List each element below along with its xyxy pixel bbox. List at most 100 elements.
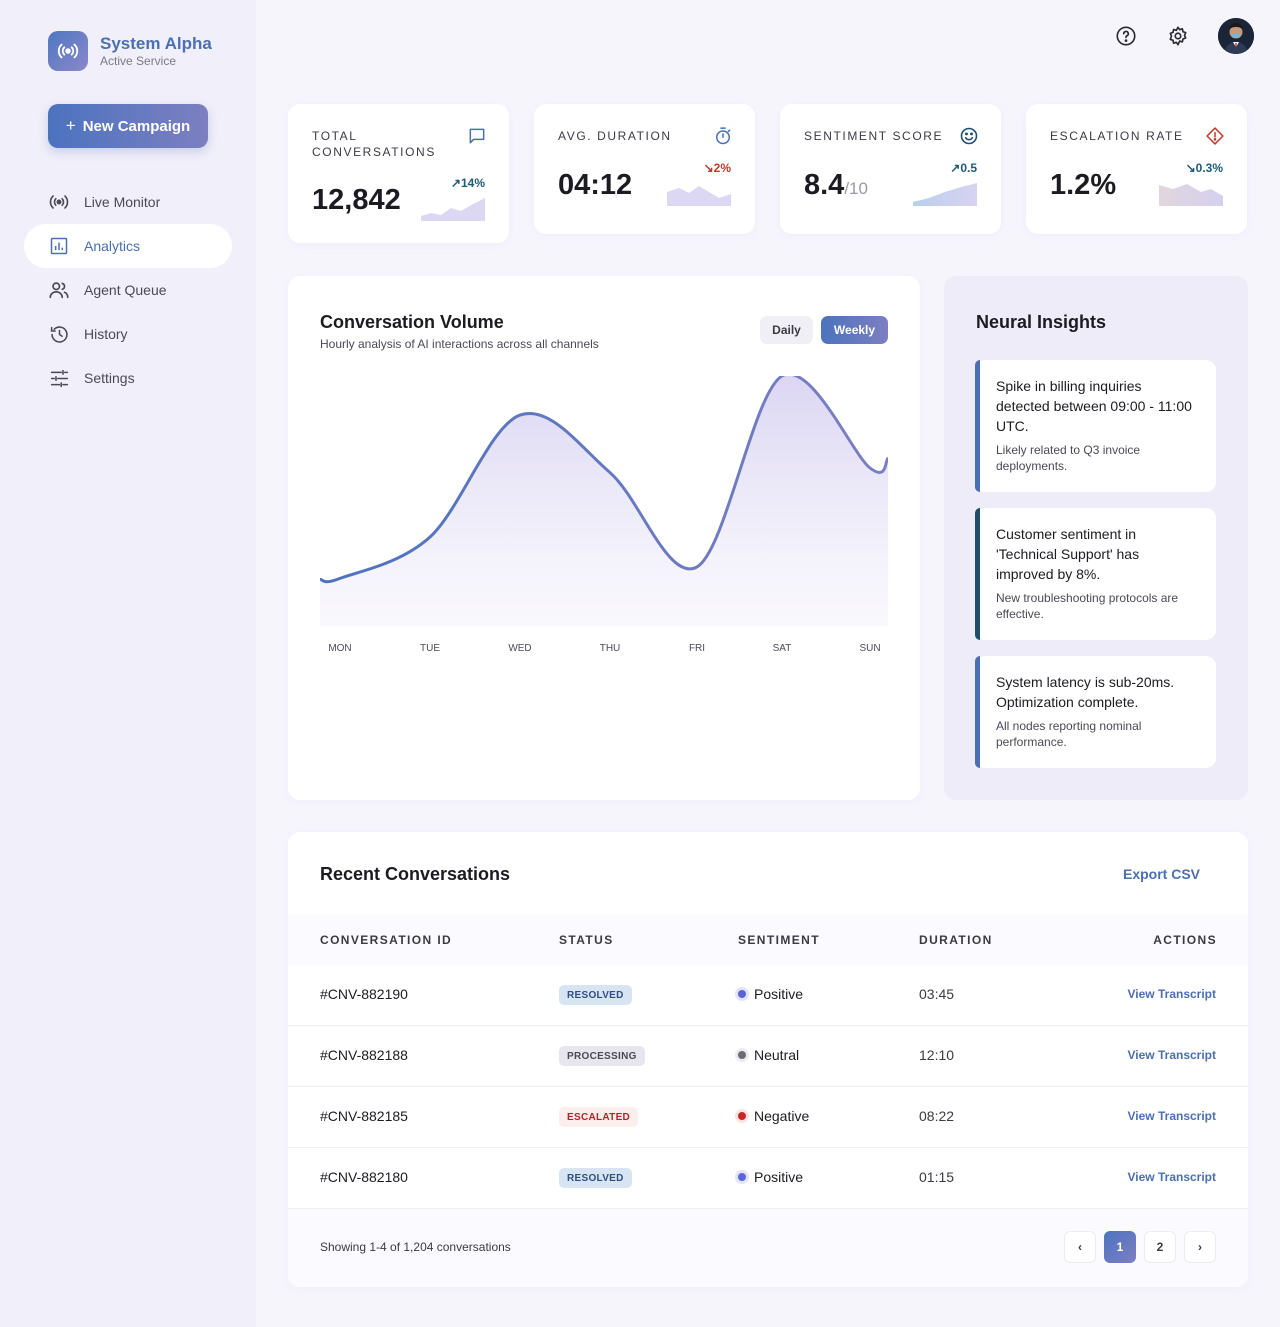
stat-value: 04:12 xyxy=(558,169,633,201)
brand-name: System Alpha xyxy=(100,34,212,53)
status-badge: PROCESSING xyxy=(559,1046,645,1066)
volume-chart xyxy=(320,376,888,626)
stat-card-avg-duration: AVG. DURATION 04:12 ↘2% xyxy=(534,104,755,234)
volume-area xyxy=(320,376,888,626)
sparkline xyxy=(913,183,977,206)
conversation-volume-card: Conversation Volume Hourly analysis of A… xyxy=(288,276,920,800)
sentiment-dot xyxy=(738,1112,746,1120)
trend-down-icon: ↘ xyxy=(1185,161,1196,175)
stat-delta-value: 2% xyxy=(713,161,731,175)
chart-subtitle: Hourly analysis of AI interactions acros… xyxy=(320,337,599,351)
plus-icon: + xyxy=(65,116,76,135)
stat-label: ESCALATION RATE xyxy=(1050,129,1184,143)
toggle-weekly[interactable]: Weekly xyxy=(821,316,888,344)
insight-main: System latency is sub-20ms. Optimization… xyxy=(996,674,1175,710)
sidebar-item-agent-queue[interactable]: Agent Queue xyxy=(24,268,232,312)
x-tick-label: SAT xyxy=(772,643,792,654)
timer-icon xyxy=(713,126,733,146)
new-campaign-button[interactable]: + New Campaign xyxy=(48,104,208,148)
insight-main: Customer sentiment in 'Technical Support… xyxy=(996,526,1140,582)
duration-cell: 12:10 xyxy=(919,1047,955,1063)
conversation-id: #CNV-882185 xyxy=(320,1108,408,1124)
sentiment-label: Negative xyxy=(754,1108,810,1124)
sidebar-item-analytics[interactable]: Analytics xyxy=(24,224,232,268)
stat-label: AVG. DURATION xyxy=(558,129,672,143)
stat-delta: ↘2% xyxy=(704,161,731,175)
history-icon xyxy=(48,323,70,345)
insight-accent-bar xyxy=(975,360,980,492)
stat-delta: ↘0.3% xyxy=(1186,161,1223,175)
sidebar-item-label: Analytics xyxy=(84,238,141,254)
next-page-button[interactable]: › xyxy=(1184,1231,1216,1263)
sidebar-item-history[interactable]: History xyxy=(24,312,232,356)
stat-value: 12,842 xyxy=(312,184,401,216)
sidebar-item-label: History xyxy=(84,326,128,342)
conversation-id: #CNV-882180 xyxy=(320,1169,408,1185)
conversation-id: #CNV-882188 xyxy=(320,1047,408,1063)
trend-down-icon: ↘ xyxy=(703,161,714,175)
neural-insights-panel: Neural Insights Spike in billing inquiri… xyxy=(944,276,1248,800)
insight-main: Spike in billing inquiries detected betw… xyxy=(996,378,1192,434)
stat-delta: ↗14% xyxy=(451,176,485,190)
top-bar xyxy=(1114,18,1254,54)
status-badge: ESCALATED xyxy=(559,1107,639,1127)
sidebar: System Alpha Active Service + New Campai… xyxy=(0,0,256,1327)
trend-up-icon: ↗ xyxy=(950,161,961,175)
table-row: #CNV-882185 ESCALATED Negative 08:22 Vie… xyxy=(288,1087,1248,1148)
sidebar-item-label: Agent Queue xyxy=(84,282,167,298)
insight-detail: All nodes reporting nominal performance. xyxy=(996,719,1142,749)
page-button-2[interactable]: 2 xyxy=(1144,1231,1176,1263)
insight-accent-bar xyxy=(975,656,980,768)
page-button-1[interactable]: 1 xyxy=(1104,1231,1136,1263)
sliders-icon xyxy=(48,367,70,389)
analytics-icon xyxy=(48,235,70,257)
stat-card-sentiment-score: SENTIMENT SCORE 8.4/10 ↗0.5 xyxy=(780,104,1001,234)
view-transcript-link[interactable]: View Transcript xyxy=(1127,1048,1216,1062)
duration-cell: 01:15 xyxy=(919,1169,955,1185)
stat-value: 8.4/10 xyxy=(804,169,868,202)
export-csv-button[interactable]: Export CSV xyxy=(1122,866,1200,882)
sparkline xyxy=(1159,184,1223,206)
insights-title: Neural Insights xyxy=(976,312,1107,332)
recent-conversations-card: Recent Conversations Export CSV CONVERSA… xyxy=(288,832,1248,1287)
insight-card[interactable]: Customer sentiment in 'Technical Support… xyxy=(975,508,1216,640)
status-badge: RESOLVED xyxy=(559,1168,632,1188)
table-row: #CNV-882190 RESOLVED Positive 03:45 View… xyxy=(288,965,1248,1026)
column-header-actions: ACTIONS xyxy=(1153,933,1217,947)
stat-delta-value: 0.5 xyxy=(960,161,977,175)
sidebar-item-settings[interactable]: Settings xyxy=(24,356,232,400)
sentiment-cell: Negative xyxy=(738,1108,809,1124)
brand-subtitle: Active Service xyxy=(100,54,177,68)
gear-icon[interactable] xyxy=(1166,24,1190,48)
trend-up-icon: ↗ xyxy=(450,176,461,190)
chat-icon xyxy=(467,126,487,146)
view-transcript-link[interactable]: View Transcript xyxy=(1127,1170,1216,1184)
sentiment-cell: Neutral xyxy=(738,1047,799,1063)
toggle-daily[interactable]: Daily xyxy=(760,316,813,344)
sentiment-label: Positive xyxy=(754,1169,804,1185)
brand: System Alpha Active Service xyxy=(48,31,212,71)
x-tick-label: MON xyxy=(328,643,352,654)
sparkline xyxy=(421,198,485,221)
prev-page-button[interactable]: ‹ xyxy=(1064,1231,1096,1263)
x-tick-label: FRI xyxy=(688,643,706,654)
help-icon[interactable] xyxy=(1114,24,1138,48)
sentiment-cell: Positive xyxy=(738,986,803,1002)
x-tick-label: TUE xyxy=(420,643,440,654)
avatar[interactable] xyxy=(1218,18,1254,54)
column-header-id: CONVERSATION ID xyxy=(320,933,453,947)
broadcast-icon xyxy=(48,191,70,213)
insight-card[interactable]: Spike in billing inquiries detected betw… xyxy=(975,360,1216,492)
insight-detail: New troubleshooting protocols are effect… xyxy=(996,591,1179,621)
stat-label: TOTAL CONVERSATIONS xyxy=(312,129,436,159)
table-row: #CNV-882188 PROCESSING Neutral 12:10 Vie… xyxy=(288,1026,1248,1087)
chevron-left-icon: ‹ xyxy=(1078,1240,1082,1254)
insight-card[interactable]: System latency is sub-20ms. Optimization… xyxy=(975,656,1216,768)
stat-card-escalation-rate: ESCALATION RATE 1.2% ↘0.3% xyxy=(1026,104,1247,234)
sentiment-label: Neutral xyxy=(754,1047,800,1063)
view-transcript-link[interactable]: View Transcript xyxy=(1127,1109,1216,1123)
status-badge: RESOLVED xyxy=(559,985,632,1005)
view-transcript-link[interactable]: View Transcript xyxy=(1127,987,1216,1001)
sidebar-item-live-monitor[interactable]: Live Monitor xyxy=(24,180,232,224)
sentiment-dot xyxy=(738,990,746,998)
